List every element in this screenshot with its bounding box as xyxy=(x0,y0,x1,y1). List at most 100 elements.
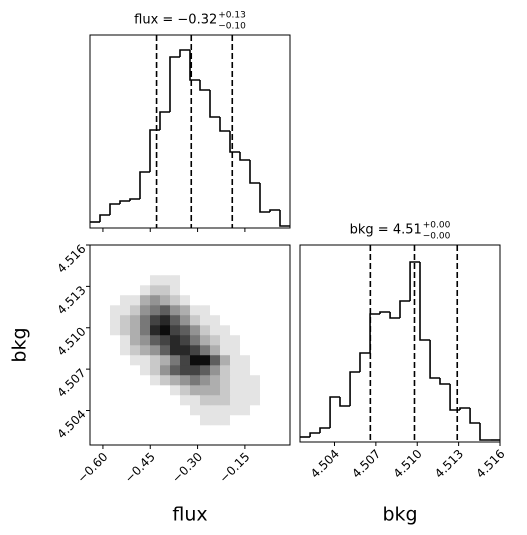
density-cell xyxy=(240,305,251,316)
density-cell xyxy=(130,245,141,256)
density-cell xyxy=(110,325,121,336)
density-cell xyxy=(180,245,191,256)
density-cell xyxy=(230,405,241,416)
density-cell xyxy=(170,365,181,376)
density-cell xyxy=(240,374,251,386)
density-cell xyxy=(210,414,221,426)
density-cell xyxy=(200,245,211,256)
density-cell xyxy=(150,425,161,436)
density-cell xyxy=(120,385,131,396)
density-cell xyxy=(90,414,101,426)
density-cell xyxy=(260,334,271,346)
density-cell xyxy=(160,274,171,286)
density-cell xyxy=(230,354,241,366)
density-cell xyxy=(160,314,171,326)
panel-title: flux = −0.32 xyxy=(134,13,217,28)
density-cell xyxy=(230,325,241,336)
density-cell xyxy=(280,425,291,436)
density-cell xyxy=(240,294,251,306)
density-cell xyxy=(240,245,251,256)
density-cell xyxy=(230,265,241,276)
density-cell xyxy=(170,434,181,446)
density-cell xyxy=(120,354,131,366)
density-cell xyxy=(120,345,131,356)
density-cell xyxy=(280,414,291,426)
density-cell xyxy=(230,254,241,266)
density-cell xyxy=(200,325,211,336)
density-cell xyxy=(250,434,261,446)
density-cell xyxy=(130,325,141,336)
density-cell xyxy=(120,285,131,296)
density-cell xyxy=(230,425,241,436)
density-cell xyxy=(120,405,131,416)
density-cell xyxy=(170,354,181,366)
density-cell xyxy=(120,314,131,326)
density-cell xyxy=(170,385,181,396)
density-cell xyxy=(160,245,171,256)
density-cell xyxy=(260,285,271,296)
density-cell xyxy=(250,325,261,336)
density-cell xyxy=(160,254,171,266)
density-cell xyxy=(100,245,111,256)
density-cell xyxy=(100,365,111,376)
density-cell xyxy=(120,254,131,266)
density-cell xyxy=(110,354,121,366)
density-cell xyxy=(140,414,151,426)
histogram-step xyxy=(279,210,290,227)
density-cell xyxy=(240,434,251,446)
density-cell xyxy=(270,274,281,286)
histogram-step xyxy=(189,50,200,81)
density-cell xyxy=(210,314,221,326)
density-cell xyxy=(110,434,121,446)
histogram-step xyxy=(229,131,240,153)
density-cell xyxy=(100,334,111,346)
density-cell xyxy=(240,325,251,336)
histogram-step xyxy=(269,209,280,212)
density-cell xyxy=(220,325,231,336)
density-cell xyxy=(140,434,151,446)
density-cell xyxy=(200,265,211,276)
density-cell xyxy=(280,254,291,266)
density-cell xyxy=(190,334,201,346)
density-cell xyxy=(250,285,261,296)
density-cell xyxy=(260,434,271,446)
density-cell xyxy=(160,374,171,386)
density-cell xyxy=(250,274,261,286)
density-cell xyxy=(130,434,141,446)
density-cell xyxy=(90,294,101,306)
density-cell xyxy=(90,334,101,346)
density-cell xyxy=(250,314,261,326)
density-cell xyxy=(220,245,231,256)
density-cell xyxy=(230,414,241,426)
density-cell xyxy=(210,325,221,336)
density-cell xyxy=(250,354,261,366)
density-cell xyxy=(190,405,201,416)
density-cell xyxy=(100,325,111,336)
histogram-step xyxy=(219,117,230,132)
x-axis-label: bkg xyxy=(382,504,417,526)
density-cell xyxy=(130,274,141,286)
density-cell xyxy=(160,354,171,366)
density-cell xyxy=(270,345,281,356)
density-cell xyxy=(190,325,201,336)
density-cell xyxy=(250,265,261,276)
density-cell xyxy=(160,265,171,276)
density-cell xyxy=(150,345,161,356)
density-cell xyxy=(190,285,201,296)
axes-frame xyxy=(89,34,291,229)
density-cell xyxy=(240,265,251,276)
histogram-step xyxy=(259,183,270,213)
density-cell xyxy=(220,345,231,356)
density-cell xyxy=(200,254,211,266)
x-axis-label: flux xyxy=(172,504,207,526)
density-cell xyxy=(260,314,271,326)
density-cell xyxy=(170,405,181,416)
density-cell xyxy=(110,254,121,266)
density-cell xyxy=(270,385,281,396)
density-cell xyxy=(240,254,251,266)
density-cell xyxy=(230,245,241,256)
density-cell xyxy=(190,374,201,386)
density-cell xyxy=(90,325,101,336)
density-cell xyxy=(160,305,171,316)
density-cell xyxy=(250,365,261,376)
